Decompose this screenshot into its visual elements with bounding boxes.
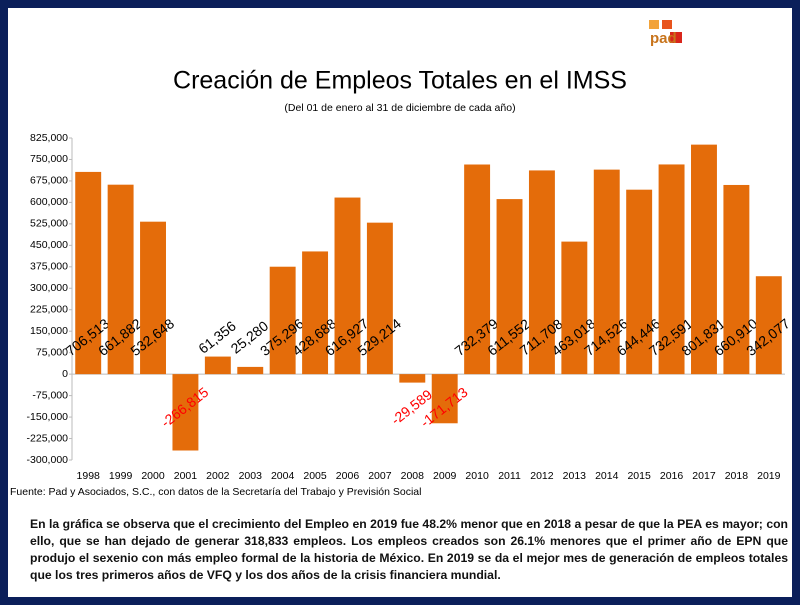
logo-icon bbox=[649, 20, 659, 29]
bar bbox=[107, 184, 134, 375]
x-tick-label: 2016 bbox=[660, 470, 684, 482]
x-tick-label: 2006 bbox=[336, 470, 360, 482]
x-tick-label: 2018 bbox=[725, 470, 749, 482]
y-tick-label: 750,000 bbox=[30, 153, 68, 165]
logo: pad bbox=[650, 30, 677, 47]
y-tick-label: -225,000 bbox=[27, 432, 69, 444]
x-tick-label: 2017 bbox=[692, 470, 716, 482]
y-tick-label: -75,000 bbox=[32, 389, 68, 401]
x-tick-label: 2002 bbox=[206, 470, 230, 482]
y-tick-label: 150,000 bbox=[30, 325, 68, 337]
x-tick-label: 2003 bbox=[239, 470, 263, 482]
y-tick-label: 225,000 bbox=[30, 304, 68, 316]
x-tick-label: 2000 bbox=[141, 470, 165, 482]
y-tick-label: 75,000 bbox=[36, 346, 68, 358]
x-tick-label: 2014 bbox=[595, 470, 619, 482]
bar bbox=[204, 356, 231, 375]
bar bbox=[172, 374, 199, 451]
x-tick-label: 2004 bbox=[271, 470, 295, 482]
bar bbox=[755, 276, 782, 375]
bar bbox=[302, 251, 329, 375]
chart: pad Creación de Empleos Totales en el IM… bbox=[10, 20, 792, 498]
bar bbox=[496, 199, 523, 375]
y-tick-label: 675,000 bbox=[30, 175, 68, 187]
y-tick-label: -300,000 bbox=[27, 454, 69, 466]
bar bbox=[431, 374, 458, 424]
logo-icon bbox=[662, 20, 672, 29]
bar bbox=[140, 221, 166, 375]
x-tick-label: 2009 bbox=[433, 470, 457, 482]
y-tick-label: 300,000 bbox=[30, 282, 68, 294]
x-tick-label: 1998 bbox=[77, 470, 101, 482]
source-note: Fuente: Pad y Asociados, S.C., con datos… bbox=[10, 486, 421, 498]
y-tick-label: -150,000 bbox=[27, 411, 69, 423]
bar bbox=[626, 189, 653, 375]
bar bbox=[464, 164, 491, 375]
bar bbox=[366, 222, 393, 375]
bar bbox=[723, 184, 750, 375]
commentary: En la gráfica se observa que el crecimie… bbox=[30, 517, 788, 582]
bar bbox=[658, 164, 685, 375]
bar bbox=[75, 171, 102, 375]
x-tick-label: 2011 bbox=[498, 470, 521, 482]
bar bbox=[334, 197, 361, 375]
x-tick-label: 2019 bbox=[757, 470, 781, 482]
bar bbox=[593, 169, 620, 375]
slide: pad Creación de Empleos Totales en el IM… bbox=[8, 8, 792, 597]
y-tick-label: 825,000 bbox=[30, 132, 68, 144]
y-tick-label: 450,000 bbox=[30, 239, 68, 251]
bar bbox=[237, 366, 264, 375]
logo-icon bbox=[670, 32, 682, 43]
x-tick-label: 2015 bbox=[627, 470, 651, 482]
x-tick-label: 2001 bbox=[174, 470, 198, 482]
x-tick-label: 1999 bbox=[109, 470, 133, 482]
bar bbox=[399, 374, 426, 383]
x-tick-label: 2013 bbox=[563, 470, 587, 482]
bar bbox=[691, 144, 717, 375]
x-tick-label: 2008 bbox=[401, 470, 425, 482]
x-tick-label: 2007 bbox=[368, 470, 392, 482]
y-tick-label: 525,000 bbox=[30, 218, 68, 230]
chart-title: Creación de Empleos Totales en el IMSS bbox=[173, 67, 627, 95]
x-tick-label: 2010 bbox=[465, 470, 489, 482]
bar bbox=[561, 241, 588, 375]
x-tick-label: 2005 bbox=[303, 470, 327, 482]
y-tick-label: 0 bbox=[62, 368, 68, 380]
x-tick-label: 2012 bbox=[530, 470, 554, 482]
y-tick-label: 375,000 bbox=[30, 261, 68, 273]
y-tick-label: 600,000 bbox=[30, 196, 68, 208]
bar bbox=[269, 266, 296, 375]
chart-subtitle: (Del 01 de enero al 31 de diciembre de c… bbox=[284, 102, 515, 114]
bar bbox=[528, 170, 555, 375]
